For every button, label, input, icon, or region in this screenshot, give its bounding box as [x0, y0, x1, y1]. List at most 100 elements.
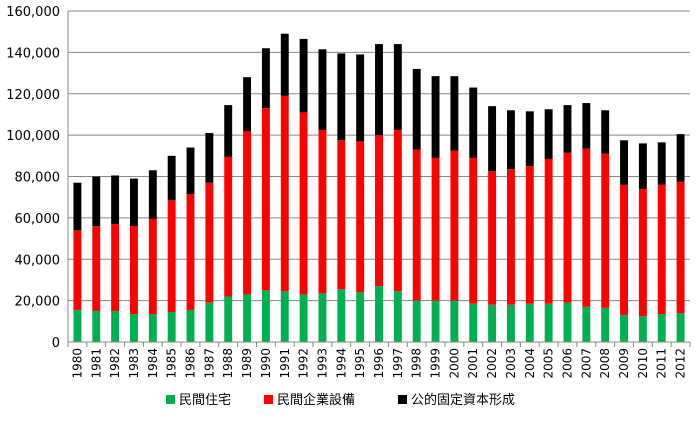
x-tick-label: 1983: [127, 348, 141, 379]
bar-equipment-1998: [412, 149, 421, 301]
bar-housing-1986: [186, 309, 195, 342]
x-tick-label: 2009: [617, 348, 631, 379]
x-tick-label: 1987: [202, 348, 216, 379]
x-tick-label: 1993: [315, 348, 329, 379]
bar-housing-2002: [488, 304, 497, 342]
legend-label: 民間住宅: [179, 393, 231, 408]
x-tick-label: 1990: [259, 348, 273, 379]
bar-equipment-1997: [393, 129, 402, 292]
y-tick-label: 80,000: [15, 171, 61, 186]
bar-housing-1981: [92, 310, 101, 342]
bar-public-1983: [130, 178, 138, 227]
bar-housing-1993: [318, 293, 327, 342]
bar-equipment-2002: [488, 171, 497, 305]
x-tick-label: 1999: [429, 348, 443, 379]
legend-swatch: [398, 395, 407, 404]
bar-equipment-1984: [148, 218, 157, 315]
bar-housing-1998: [412, 300, 421, 342]
bar-public-2009: [620, 140, 628, 185]
x-tick-label: 1981: [89, 348, 103, 379]
bar-housing-1982: [111, 310, 120, 342]
bar-housing-1992: [299, 294, 308, 342]
bar-public-2002: [488, 106, 497, 172]
bar-public-1985: [167, 155, 176, 201]
bar-equipment-1993: [318, 129, 327, 294]
bar-equipment-1988: [224, 156, 233, 297]
bar-equipment-2000: [450, 150, 459, 301]
x-tick-label: 2000: [447, 348, 461, 379]
bar-housing-2007: [582, 306, 591, 342]
bar-public-1987: [205, 133, 214, 183]
bar-public-2006: [563, 105, 572, 153]
bar-equipment-2003: [506, 169, 515, 305]
bar-housing-2012: [676, 313, 685, 342]
bar-equipment-1994: [337, 140, 346, 290]
bars-layer: [73, 33, 685, 342]
bar-equipment-1989: [243, 130, 252, 295]
y-tick-label: 120,000: [6, 88, 60, 103]
x-tick-label: 2008: [598, 348, 612, 379]
bar-equipment-1995: [356, 141, 365, 293]
bar-public-1996: [375, 44, 383, 136]
x-tick-label: 2002: [485, 348, 499, 379]
axis-layer: 0 20,000 40,000 60,000 80,000 100,000 120,000 1…: [6, 5, 691, 379]
bar-public-2004: [525, 111, 534, 167]
bar-public-1991: [280, 33, 289, 96]
y-tick-label: 160,000: [6, 5, 60, 20]
bar-public-1990: [261, 48, 270, 109]
bar-equipment-1990: [261, 108, 270, 291]
bar-equipment-1986: [186, 194, 195, 310]
bar-housing-2003: [506, 304, 515, 342]
bar-equipment-1999: [431, 157, 440, 301]
y-tick-label: 40,000: [15, 253, 61, 268]
bar-equipment-1996: [375, 135, 383, 287]
x-tick-label: 2010: [636, 348, 650, 379]
bar-public-1992: [299, 38, 308, 113]
bar-public-2007: [582, 103, 591, 149]
bar-public-2012: [676, 134, 685, 182]
bar-public-1981: [92, 176, 101, 227]
bar-housing-1987: [205, 302, 214, 342]
x-tick-label: 2001: [466, 348, 480, 379]
x-tick-label: 2007: [579, 348, 593, 379]
bar-housing-2001: [469, 303, 478, 342]
bar-equipment-1980: [73, 230, 82, 310]
bar-equipment-2010: [638, 188, 647, 317]
x-tick-label: 2011: [655, 348, 669, 379]
bar-housing-2000: [450, 300, 459, 342]
bar-equipment-1981: [92, 226, 101, 311]
bar-public-1989: [243, 77, 252, 131]
x-tick-label: 1996: [372, 348, 386, 379]
bar-public-1997: [393, 44, 402, 130]
bar-housing-1990: [261, 290, 270, 342]
bar-housing-2005: [544, 303, 553, 342]
legend-label: 公的固定資本形成: [411, 392, 515, 408]
bar-public-2003: [506, 110, 515, 170]
bar-housing-2011: [657, 314, 666, 342]
bar-housing-1997: [393, 291, 402, 342]
bar-public-1993: [318, 49, 327, 130]
x-tick-label: 1984: [146, 348, 160, 379]
bar-housing-2008: [601, 307, 610, 342]
bar-equipment-2004: [525, 166, 534, 304]
bar-housing-1985: [167, 312, 176, 342]
bar-equipment-1987: [205, 182, 214, 303]
bar-housing-2004: [525, 303, 534, 342]
bar-public-1988: [224, 105, 233, 157]
bar-housing-1980: [73, 309, 82, 342]
bar-public-1982: [111, 175, 120, 225]
bar-public-2005: [544, 109, 553, 159]
bar-public-1986: [186, 147, 195, 195]
bar-housing-1983: [130, 314, 138, 342]
x-tick-label: 1991: [278, 348, 292, 379]
bar-housing-1996: [375, 286, 383, 342]
bar-public-1999: [431, 76, 440, 158]
bar-housing-1989: [243, 294, 252, 342]
y-tick-label: 0: [52, 336, 60, 351]
x-tick-label: 1988: [221, 348, 235, 379]
x-tick-label: 2004: [523, 348, 537, 379]
y-tick-label: 140,000: [6, 46, 60, 61]
bar-public-2000: [450, 76, 459, 151]
bar-equipment-2009: [620, 184, 628, 316]
